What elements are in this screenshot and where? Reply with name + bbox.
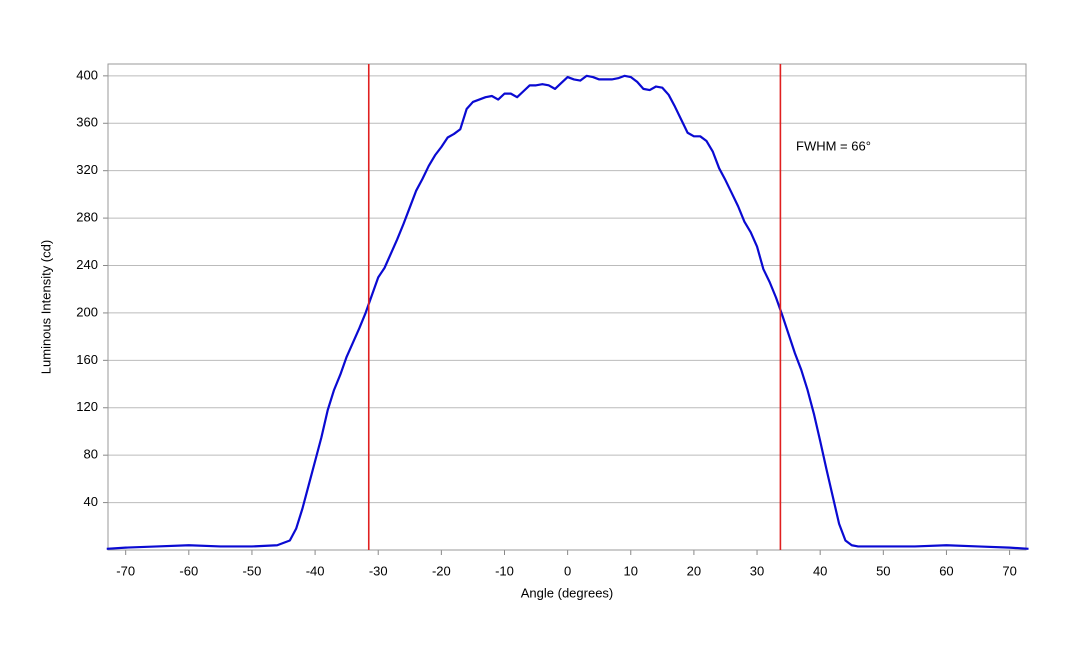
x-tick-label: -60 [179,563,198,578]
y-axis-label: Luminous Intensity (cd) [38,240,53,374]
x-tick-label: -10 [495,563,514,578]
x-tick-label: 60 [939,563,953,578]
x-tick-label: 10 [624,563,638,578]
x-tick-label: 40 [813,563,827,578]
y-tick-label: 320 [76,162,98,177]
y-tick-label: 280 [76,210,98,225]
x-tick-label: 30 [750,563,764,578]
x-tick-label: 70 [1002,563,1016,578]
y-tick-label: 400 [76,67,98,82]
y-tick-label: 240 [76,257,98,272]
x-tick-label: 50 [876,563,890,578]
y-tick-label: 80 [84,447,98,462]
y-tick-label: 360 [76,115,98,130]
x-tick-label: -40 [306,563,325,578]
y-tick-label: 120 [76,399,98,414]
y-tick-label: 200 [76,304,98,319]
x-axis-label: Angle (degrees) [521,585,614,600]
x-tick-label: -20 [432,563,451,578]
x-tick-label: -50 [243,563,262,578]
x-tick-label: 20 [687,563,701,578]
x-tick-label: -70 [116,563,135,578]
annotation: FWHM = 66° [796,138,871,153]
x-tick-label: 0 [564,563,571,578]
y-tick-label: 160 [76,352,98,367]
x-tick-label: -30 [369,563,388,578]
data-line [106,74,1029,550]
plot-frame [107,63,1027,551]
y-tick-label: 40 [84,494,98,509]
